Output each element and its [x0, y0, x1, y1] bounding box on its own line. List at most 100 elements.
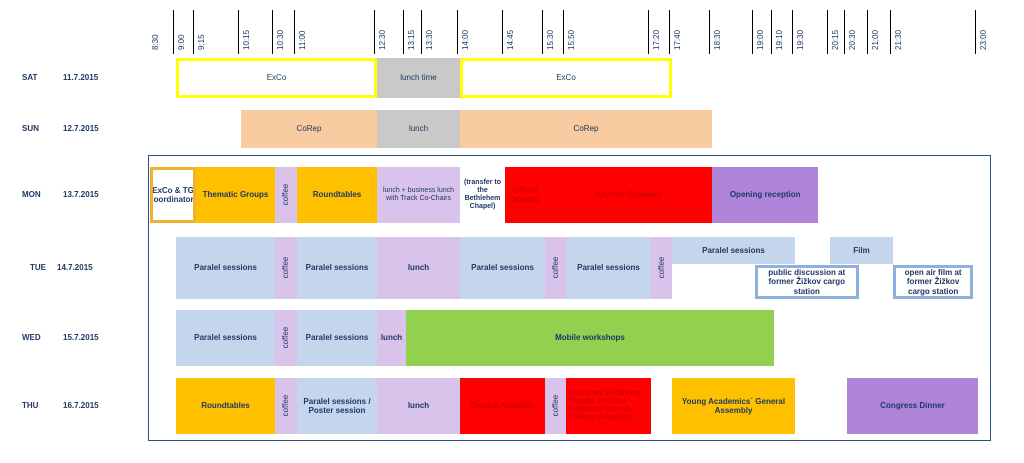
event-block: Young Academics´ General Assembly	[672, 378, 795, 434]
event-block: coffee	[651, 237, 672, 299]
event-block: Roundtables	[297, 167, 377, 223]
event-label: ExCo & TG Coordinators	[150, 185, 196, 204]
event-label: Paralel sessions	[702, 245, 765, 255]
time-label: 9:15	[197, 34, 206, 50]
time-tick	[502, 10, 503, 54]
time-label: 19:30	[796, 29, 805, 50]
time-tick	[827, 10, 828, 54]
event-label: Mobile workshops	[555, 333, 625, 343]
event-label: coffee	[550, 257, 560, 279]
time-tick	[709, 10, 710, 54]
day-label: WED	[22, 333, 41, 342]
time-label: 19:00	[756, 29, 765, 50]
event-label: ExCo	[266, 73, 287, 83]
event-block: Paralel sessions	[672, 237, 795, 264]
time-label: 13:30	[425, 29, 434, 50]
event-block: open air film at former Žižkov cargo sta…	[893, 265, 974, 299]
time-label: 23:00	[979, 29, 988, 50]
day-label: THU	[22, 401, 39, 410]
date-label: 16.7.2015	[63, 401, 99, 410]
day-label: SAT	[22, 73, 38, 82]
event-label: CoRep	[573, 124, 599, 134]
event-label: lunch	[407, 263, 430, 273]
time-label: 11:00	[298, 30, 307, 50]
event-block: Paralel sessions / Poster session	[297, 378, 377, 434]
event-label: General Assembly	[470, 401, 535, 411]
event-block: Mobile workshops	[406, 310, 774, 366]
event-label: Film	[853, 245, 870, 255]
event-block: lunch	[377, 110, 460, 148]
time-tick	[771, 10, 772, 54]
time-label: 15:50	[567, 29, 576, 50]
event-block: coffee	[545, 378, 566, 434]
date-label: 14.7.2015	[57, 263, 93, 272]
event-block: lunch + business lunch with Track Co-Cha…	[377, 167, 460, 223]
day-label: MON	[22, 190, 41, 199]
event-block: Opening reception	[712, 167, 819, 223]
event-block: Paralel sessions	[297, 237, 377, 299]
event-block: coffee	[545, 237, 566, 299]
event-block: lunch	[377, 378, 460, 434]
time-label: 14:45	[506, 29, 515, 50]
event-label: coffee	[281, 395, 291, 417]
event-block: CoRep	[241, 110, 377, 148]
event-label: Young Academics´ General Assembly	[681, 396, 786, 415]
event-block: coffee	[275, 378, 297, 434]
day-label: SUN	[22, 124, 39, 133]
time-label: 18:30	[713, 29, 722, 50]
event-label: Encounters in Planning Thought: Personal…	[568, 389, 640, 422]
time-tick	[272, 10, 273, 54]
date-label: 12.7.2015	[63, 124, 99, 133]
time-tick	[238, 10, 239, 54]
time-label: 10:15	[242, 29, 251, 50]
time-tick	[173, 10, 174, 54]
time-label: 20:30	[848, 29, 857, 50]
time-label: 17:20	[652, 29, 661, 50]
event-block: Keynote Speakers	[545, 167, 712, 223]
time-tick	[752, 10, 753, 54]
event-block: Paralel sessions	[460, 237, 545, 299]
time-tick	[890, 10, 891, 54]
event-label: Official opening	[510, 185, 540, 204]
time-tick	[542, 10, 543, 54]
time-tick	[669, 10, 670, 54]
event-block: coffee	[275, 167, 297, 223]
event-label: lunch	[407, 401, 430, 411]
time-tick	[844, 10, 845, 54]
time-label: 13:15	[407, 29, 416, 50]
event-label: Paralel sessions	[577, 263, 640, 273]
event-label: (transfer to the Bethlehem Chapel)	[464, 178, 501, 211]
event-label: Thematic Groups	[202, 190, 269, 200]
event-block: lunch time	[377, 58, 460, 98]
event-block: lunch	[377, 237, 460, 299]
date-label: 13.7.2015	[63, 190, 99, 199]
event-label: Roundtables	[312, 190, 362, 200]
event-block: Paralel sessions	[176, 237, 275, 299]
event-label: Paralel sessions	[305, 333, 369, 343]
event-block: Thematic Groups	[196, 167, 275, 223]
event-block: lunch	[377, 310, 406, 366]
time-label: 17:40	[673, 29, 682, 50]
time-label: 9:00	[177, 34, 186, 50]
event-label: coffee	[656, 257, 666, 279]
congress-frame	[148, 155, 991, 441]
event-block: Paralel sessions	[297, 310, 377, 366]
day-label: TUE	[30, 263, 46, 272]
time-tick	[193, 10, 194, 54]
event-block: Paralel sessions	[566, 237, 651, 299]
event-block: (transfer to the Bethlehem Chapel)	[460, 167, 505, 223]
time-tick	[403, 10, 404, 54]
time-label: 10:30	[276, 29, 285, 50]
time-tick	[867, 10, 868, 54]
event-label: lunch + business lunch with Track Co-Cha…	[382, 186, 455, 202]
event-label: Paralel sessions	[194, 263, 257, 273]
event-label: open air film at former Žižkov cargo sta…	[904, 268, 962, 296]
event-label: public discussion at former Žižkov cargo…	[768, 268, 846, 296]
event-label: lunch	[380, 333, 403, 343]
event-block: ExCo	[460, 58, 672, 98]
time-tick	[421, 10, 422, 54]
event-block: Roundtables	[176, 378, 275, 434]
event-label: coffee	[281, 327, 291, 349]
time-tick	[457, 10, 458, 54]
event-block: Paralel sessions	[176, 310, 275, 366]
